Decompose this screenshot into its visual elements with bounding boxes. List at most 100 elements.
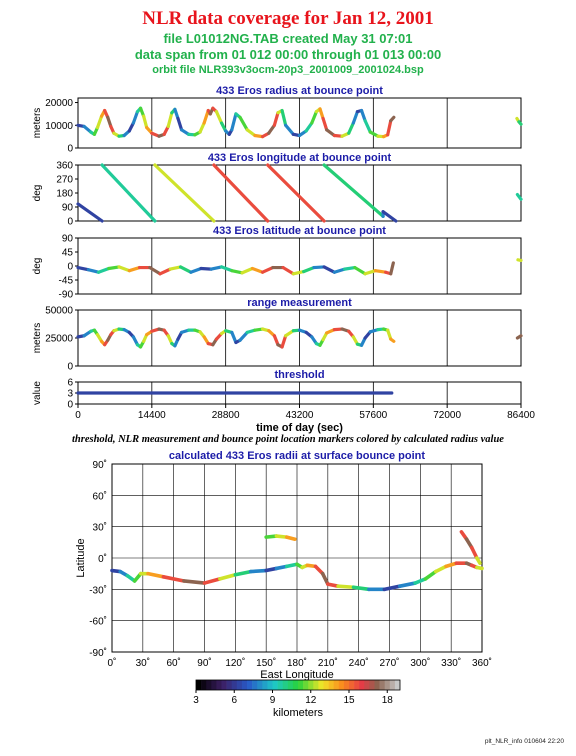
data-segment	[284, 123, 295, 136]
colorbar-cell	[252, 680, 258, 690]
data-segment	[302, 265, 316, 274]
colorbar-cell	[354, 680, 360, 690]
y-tick-label: 180	[56, 189, 73, 200]
data-segment	[381, 210, 398, 223]
data-segment	[127, 265, 142, 273]
y-axis-label: meters	[32, 108, 43, 139]
map-x-tick-label: 60˚	[166, 657, 180, 669]
data-segment	[389, 115, 396, 123]
panel-title: 433 Eros latitude at bounce point	[213, 225, 386, 237]
colorbar-cell	[221, 680, 227, 690]
data-segment	[176, 116, 184, 132]
colorbar-tick-label: 3	[193, 695, 199, 706]
panel-title: 433 Eros longitude at bounce point	[208, 152, 392, 164]
data-segment	[363, 269, 377, 276]
y-tick-label: 20000	[45, 98, 73, 109]
map-x-tick-label: 270˚	[379, 657, 399, 669]
panel-title: 433 Eros radius at bounce point	[216, 85, 383, 97]
colorbar-cell	[394, 680, 401, 690]
data-segment	[312, 265, 326, 270]
map-data-segment	[423, 569, 438, 581]
colorbar-cell	[277, 680, 283, 690]
data-segment	[178, 265, 193, 274]
data-segment	[280, 334, 288, 349]
map-y-tick-label: -90˚	[89, 647, 107, 659]
data-segment	[214, 110, 224, 125]
y-tick-label: 25000	[45, 334, 73, 345]
data-segment	[230, 269, 244, 275]
map-y-tick-label: 60˚	[93, 490, 107, 502]
data-segment	[347, 121, 355, 135]
map-data-segment	[146, 571, 166, 579]
colorbar-tick-label: 18	[382, 695, 394, 706]
data-segment	[240, 266, 254, 275]
colorbar-cell	[267, 680, 273, 690]
map-x-tick-label: 210˚	[318, 657, 338, 669]
colorbar-label: kilometers	[273, 707, 324, 719]
y-tick-label: 50000	[45, 306, 73, 317]
map-x-tick-label: 360˚	[472, 657, 492, 669]
colorbar-cell	[298, 680, 304, 690]
colorbar-cell	[287, 680, 294, 690]
colorbar-cell	[318, 680, 324, 690]
map-x-axis-label: East Longitude	[260, 669, 333, 681]
map-data-segment	[475, 556, 482, 566]
panel-title: threshold	[274, 369, 324, 381]
data-segment	[515, 334, 523, 340]
data-segment	[198, 121, 206, 134]
orbit-file-info: orbit file NLR393v3ocm-20p3_2001009_2001…	[152, 64, 424, 76]
x-tick-label: 57600	[359, 410, 387, 421]
file-info: file L01012NG.TAB created May 31 07:01	[163, 31, 413, 46]
colorbar-cell	[349, 680, 355, 690]
map-data-segment	[433, 564, 448, 574]
data-segment	[517, 120, 523, 126]
colorbar-cell	[282, 680, 289, 690]
y-tick-label: 6	[67, 378, 73, 389]
data-segment	[267, 123, 276, 135]
data-segment	[272, 111, 280, 127]
data-segment	[148, 265, 162, 276]
data-segment	[322, 163, 385, 218]
data-segment	[219, 265, 234, 273]
data-segment	[515, 192, 523, 201]
colorbar-cell	[226, 680, 232, 690]
colorbar-cell	[272, 680, 278, 690]
data-segment	[158, 267, 172, 276]
panel-title: range measurement	[247, 297, 352, 309]
map-data-segment	[475, 565, 484, 571]
map-x-tick-label: 90˚	[197, 657, 211, 669]
x-axis-label: time of day (sec)	[256, 422, 343, 434]
colorbar-frame	[195, 679, 401, 691]
colorbar-cell	[379, 680, 385, 690]
data-segment	[86, 268, 101, 274]
data-segment	[363, 119, 372, 134]
y-tick-label: 270	[56, 175, 73, 186]
map-data-segment	[248, 568, 268, 574]
data-segment	[153, 163, 216, 223]
map-title: calculated 433 Eros radii at surface bou…	[169, 450, 425, 462]
colorbar-cell	[389, 680, 396, 690]
colorbar-cell	[231, 680, 238, 690]
colorbar-cell	[211, 680, 217, 690]
map-data-segment	[202, 577, 222, 585]
map-y-tick-label: 30˚	[93, 522, 107, 534]
map-y-tick-label: 0˚	[98, 553, 107, 565]
map-data-segment	[233, 569, 253, 577]
data-segment	[238, 115, 249, 132]
colorbar-tick-label: 15	[343, 695, 355, 706]
y-tick-label: 0	[67, 362, 73, 373]
colorbar-cell	[262, 680, 268, 690]
colorbar-cell	[292, 680, 299, 690]
y-tick-label: 45	[62, 248, 74, 259]
colorbar-cell	[333, 680, 340, 690]
colorbar-tick-label: 12	[305, 695, 317, 706]
y-tick-label: 0	[67, 400, 73, 411]
map-y-tick-label: -30˚	[89, 584, 107, 596]
data-segment	[353, 265, 367, 276]
data-segment	[100, 163, 157, 223]
data-segment	[209, 265, 224, 271]
y-tick-label: 0	[67, 144, 73, 155]
map-x-tick-label: 180˚	[287, 657, 307, 669]
data-segment	[76, 265, 90, 272]
